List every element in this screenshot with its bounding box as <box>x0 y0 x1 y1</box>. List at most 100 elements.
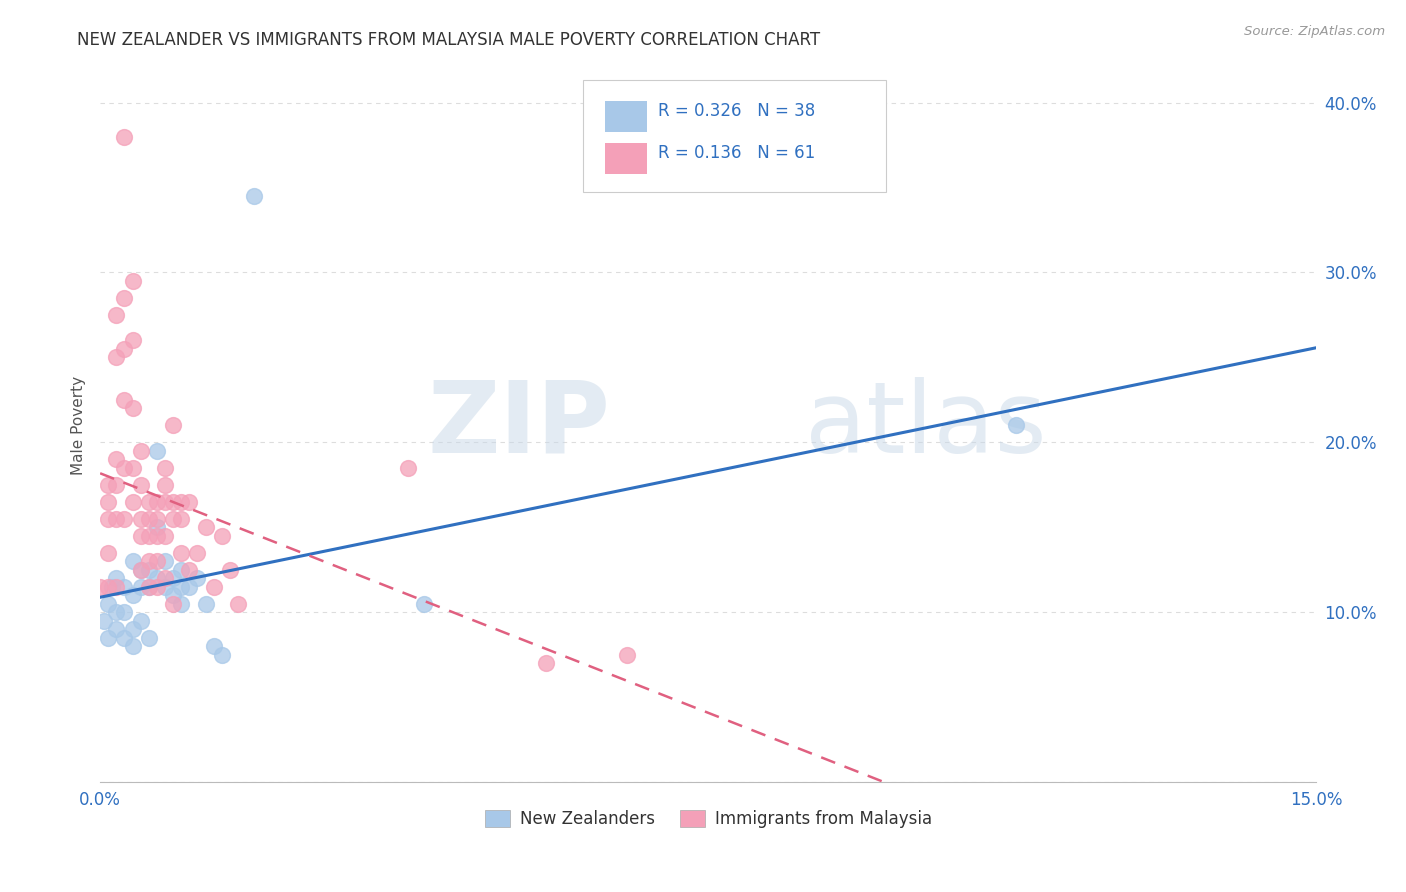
Point <box>129 478 152 492</box>
Point <box>129 580 152 594</box>
Point <box>105 308 128 322</box>
Point <box>211 648 233 662</box>
Point <box>121 623 143 637</box>
Point <box>129 563 152 577</box>
Point <box>211 529 233 543</box>
Point <box>413 597 436 611</box>
Point <box>114 580 136 594</box>
Point <box>170 546 193 560</box>
Point <box>129 563 152 577</box>
Point <box>129 444 152 458</box>
Point <box>93 614 115 628</box>
Point <box>194 597 217 611</box>
Point <box>114 392 136 407</box>
Point <box>129 512 152 526</box>
Point <box>138 512 160 526</box>
Point <box>138 563 160 577</box>
Point <box>121 334 143 348</box>
Point <box>97 478 120 492</box>
Point <box>89 580 111 594</box>
Point <box>105 351 128 365</box>
Point <box>162 512 184 526</box>
Point <box>146 520 169 534</box>
Point <box>194 520 217 534</box>
Point <box>121 554 143 568</box>
Point <box>153 529 176 543</box>
Text: NEW ZEALANDER VS IMMIGRANTS FROM MALAYSIA MALE POVERTY CORRELATION CHART: NEW ZEALANDER VS IMMIGRANTS FROM MALAYSI… <box>77 31 821 49</box>
Point <box>170 597 193 611</box>
Point <box>226 597 249 611</box>
Point <box>202 640 225 654</box>
Point <box>146 512 169 526</box>
Point <box>138 529 160 543</box>
Point <box>202 580 225 594</box>
Point <box>105 606 128 620</box>
Point <box>153 571 176 585</box>
Point <box>179 580 201 594</box>
Point <box>105 512 128 526</box>
Point <box>179 563 201 577</box>
Point <box>146 554 169 568</box>
Point <box>114 129 136 144</box>
Point <box>243 189 266 203</box>
Point <box>138 631 160 645</box>
Text: R = 0.136   N = 61: R = 0.136 N = 61 <box>658 145 815 162</box>
Text: Source: ZipAtlas.com: Source: ZipAtlas.com <box>1244 25 1385 38</box>
Point <box>146 529 169 543</box>
Point <box>101 580 124 594</box>
Point <box>97 597 120 611</box>
Point <box>114 291 136 305</box>
Point <box>114 342 136 356</box>
Point <box>153 461 176 475</box>
Point <box>114 512 136 526</box>
Point <box>162 495 184 509</box>
Point <box>170 495 193 509</box>
Point <box>97 512 120 526</box>
Point <box>105 623 128 637</box>
Point <box>138 495 160 509</box>
Point <box>146 444 169 458</box>
Point <box>186 546 208 560</box>
Point <box>105 478 128 492</box>
Point <box>97 495 120 509</box>
Point <box>114 631 136 645</box>
Point <box>97 631 120 645</box>
Point <box>121 495 143 509</box>
Point <box>153 580 176 594</box>
Point <box>97 580 120 594</box>
Point <box>146 580 169 594</box>
Point <box>105 571 128 585</box>
Point <box>121 640 143 654</box>
Point <box>162 571 184 585</box>
Legend: New Zealanders, Immigrants from Malaysia: New Zealanders, Immigrants from Malaysia <box>478 803 938 835</box>
Point <box>162 418 184 433</box>
Point <box>179 495 201 509</box>
Point <box>105 580 128 594</box>
Y-axis label: Male Poverty: Male Poverty <box>72 376 86 475</box>
Point <box>1005 418 1028 433</box>
Point <box>162 597 184 611</box>
Point <box>170 512 193 526</box>
Text: R = 0.326   N = 38: R = 0.326 N = 38 <box>658 102 815 120</box>
Point <box>121 461 143 475</box>
Point <box>121 588 143 602</box>
Point <box>146 495 169 509</box>
Point <box>153 495 176 509</box>
Point <box>170 580 193 594</box>
Point <box>138 554 160 568</box>
Point <box>138 580 160 594</box>
Point <box>153 554 176 568</box>
Point <box>114 461 136 475</box>
Point <box>218 563 240 577</box>
Point <box>396 461 419 475</box>
Point <box>114 606 136 620</box>
Point <box>534 657 557 671</box>
Point <box>616 648 638 662</box>
Point <box>138 580 160 594</box>
Point <box>121 274 143 288</box>
Point <box>186 571 208 585</box>
Point <box>153 478 176 492</box>
Point <box>105 452 128 467</box>
Point <box>97 546 120 560</box>
Point <box>129 614 152 628</box>
